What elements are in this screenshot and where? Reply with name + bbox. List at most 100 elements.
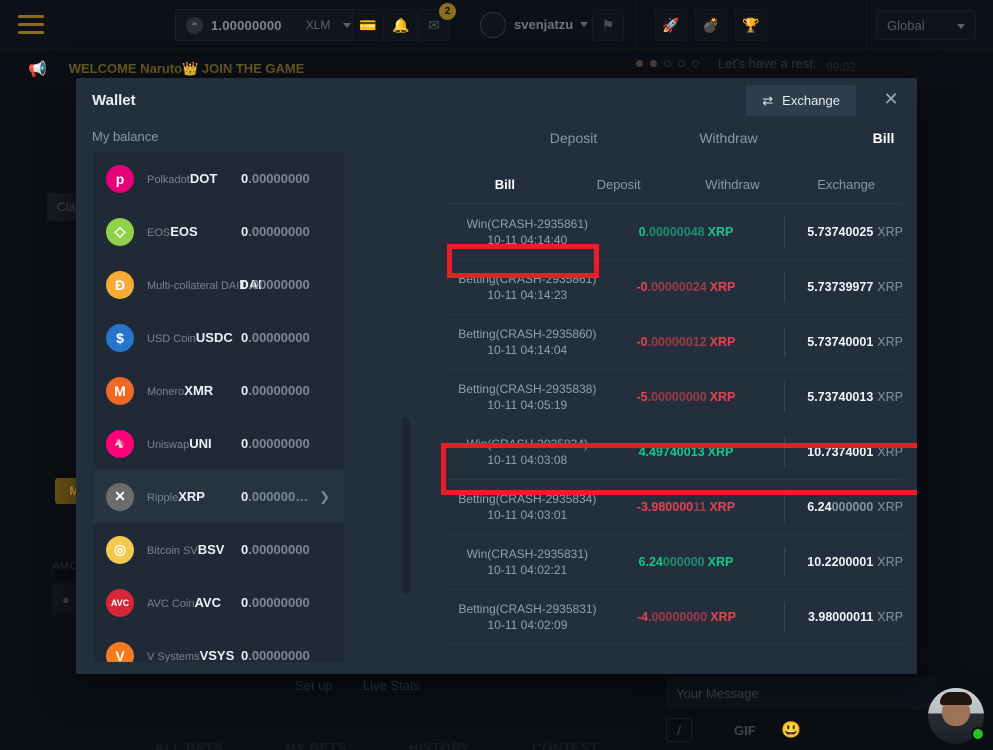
tab-my-bets[interactable]: MY BETS xyxy=(285,740,347,750)
wallet-icon[interactable]: 💳 xyxy=(352,9,384,41)
coin-row-xmr[interactable]: Μ MoneroXMR 0.00000000 xyxy=(94,364,344,417)
hamburger-icon[interactable] xyxy=(18,15,44,34)
coin-amount: 0.00000000 xyxy=(241,648,310,662)
coin-name-block: V SystemsVSYS xyxy=(147,647,239,663)
balance-display[interactable]: ◓ 1.00000000 XLM xyxy=(175,9,363,41)
mail-icon[interactable]: ✉ 2 xyxy=(418,3,456,41)
bill-balance: 5.73740013 XRP xyxy=(807,390,903,404)
sub-tab-bill[interactable]: Bill xyxy=(494,177,515,192)
coin-full-name: AVC Coin xyxy=(147,597,195,610)
main-tab-bill[interactable]: Bill xyxy=(872,130,895,146)
coin-full-name: Uniswap xyxy=(147,438,190,451)
coin-name-block: USD CoinUSDC xyxy=(147,329,239,347)
bill-timestamp: 10-11 04:14:04 xyxy=(487,343,568,357)
divider xyxy=(636,0,637,49)
bsv-coin-icon: ◎ xyxy=(106,535,134,564)
coin-full-name: Monero xyxy=(147,385,185,398)
coin-list-scrollbar[interactable] xyxy=(402,418,410,594)
announcement-text: WELCOME Naruto👑 JOIN THE GAME xyxy=(68,61,305,76)
status-pips: Let's have a rest. xyxy=(636,56,817,71)
coin-symbol: BSV xyxy=(197,541,225,557)
coin-symbol: VSYS xyxy=(199,647,235,663)
sub-tab-deposit[interactable]: Deposit xyxy=(596,177,641,192)
bill-description: Betting(CRASH-2935838) 10-11 04:05:19 xyxy=(448,381,607,413)
setup-tab[interactable]: Set up xyxy=(295,678,333,693)
chat-message-input[interactable]: Your Message xyxy=(666,677,936,709)
divider xyxy=(784,217,785,247)
table-row[interactable]: Win(CRASH-2935834) 10-11 04:03:08 4.497400… xyxy=(448,425,903,480)
divider xyxy=(784,602,785,632)
bill-balance: 5.73740025 XRP xyxy=(807,225,903,239)
table-row[interactable]: Betting(CRASH-2935860) 10-11 04:14:04 -0.0… xyxy=(448,315,903,370)
bill-balance: 10.7374001 XRP xyxy=(807,445,903,459)
online-status-dot xyxy=(971,727,985,741)
chevron-down-icon[interactable] xyxy=(343,22,352,28)
bill-description: Betting(CRASH-2935831) 10-11 04:02:09 xyxy=(448,601,607,633)
table-row[interactable]: Betting(CRASH-2935861) 10-11 04:14:23 -0.0… xyxy=(448,260,903,315)
tab-all-bets[interactable]: ALL BETS xyxy=(155,740,224,750)
coin-full-name: Ripple xyxy=(147,491,179,504)
main-tab-withdraw[interactable]: Withdraw xyxy=(699,130,758,146)
coin-row-uni[interactable]: 🦄 UniswapUNI 0.00000000 xyxy=(94,417,344,470)
chevron-down-icon[interactable] xyxy=(580,22,588,27)
trophy-icon[interactable]: 🏆 xyxy=(735,9,767,41)
avc-coin-icon: AVC xyxy=(106,588,134,617)
coin-amount: 0.00000000 xyxy=(241,277,310,292)
uni-coin-icon: 🦄 xyxy=(106,429,134,458)
username-label[interactable]: svenjatzu xyxy=(514,17,574,32)
coin-row-dot[interactable]: р PolkadotDOT 0.00000000 xyxy=(94,152,344,205)
coin-row-eos[interactable]: ◇ EOSEOS 0.00000000 xyxy=(94,205,344,258)
table-row[interactable]: Win(CRASH-2935861) 10-11 04:14:40 0.000000… xyxy=(448,205,903,260)
table-row[interactable]: Betting(CRASH-2935838) 10-11 04:05:19 -5.0… xyxy=(448,370,903,425)
slash-command-button[interactable]: / xyxy=(666,718,692,742)
coin-balance-list[interactable]: р PolkadotDOT 0.00000000 ◇ EOSEOS 0.00000000 Đ… xyxy=(94,152,344,662)
bill-amount: -5.00000000 XRP xyxy=(636,390,736,404)
bill-title: Betting(CRASH-2935834) xyxy=(458,492,597,506)
bill-transaction-list: Win(CRASH-2935861) 10-11 04:14:40 0.000000… xyxy=(448,205,903,674)
gif-button[interactable]: GIF xyxy=(734,723,756,738)
coin-amount: 0.000000… xyxy=(241,489,309,504)
wallet-sub-tabs: Bill Deposit Withdraw Exchange xyxy=(448,166,903,204)
tab-contest[interactable]: CONTEST xyxy=(532,740,599,750)
swap-icon: ⇄ xyxy=(762,92,774,108)
bell-icon[interactable]: 🔔 xyxy=(385,9,417,41)
bill-balance: 5.73740001 XRP xyxy=(807,335,903,349)
table-row[interactable]: Betting(CRASH-2935831) 10-11 04:02:09 -4.0… xyxy=(448,590,903,645)
divider xyxy=(784,547,785,577)
coin-full-name: EOS xyxy=(147,226,171,239)
main-tab-deposit[interactable]: Deposit xyxy=(549,130,598,146)
coin-row-usdc[interactable]: $ USD CoinUSDC 0.00000000 xyxy=(94,311,344,364)
bill-amount: -3.98000011 XRP xyxy=(636,500,736,514)
region-selector[interactable]: Global xyxy=(876,10,976,40)
coin-row-dai[interactable]: Đ Multi-collateral DAIDAI 0.00000000 xyxy=(94,258,344,311)
avatar[interactable] xyxy=(480,12,506,38)
coin-row-xrp[interactable]: ✕ RippleXRP 0.000000… ❯ xyxy=(94,470,344,523)
bill-balance: 6.24000000 XRP xyxy=(807,500,903,514)
smiley-icon[interactable]: 😃 xyxy=(781,722,801,739)
coin-row-avc[interactable]: AVC AVC CoinAVC 0.00000000 xyxy=(94,576,344,629)
coin-symbol: DAI xyxy=(239,276,262,292)
chevron-down-icon[interactable] xyxy=(957,24,965,29)
stellar-coin-icon: ◓ xyxy=(186,16,203,34)
tab-history[interactable]: HISTORY xyxy=(408,740,471,750)
rocket-icon[interactable]: 🚀 xyxy=(655,9,687,41)
sub-tab-withdraw[interactable]: Withdraw xyxy=(705,177,760,192)
sub-tab-exchange[interactable]: Exchange xyxy=(817,177,876,192)
bill-timestamp: 10-11 04:05:19 xyxy=(487,398,568,412)
close-icon[interactable]: ✕ xyxy=(883,89,899,109)
table-row[interactable]: Betting(CRASH-2935834) 10-11 04:03:01 -3.9… xyxy=(448,480,903,535)
coin-symbol: EOS xyxy=(170,223,198,239)
live-stats-tab[interactable]: Live Stats xyxy=(363,678,421,693)
bill-title: Win(CRASH-2935834) xyxy=(466,437,588,451)
coin-full-name: USD Coin xyxy=(147,332,196,345)
coin-row-bsv[interactable]: ◎ Bitcoin SVBSV 0.00000000 xyxy=(94,523,344,576)
table-row[interactable]: Win(CRASH-2935831) 10-11 04:02:21 6.240000… xyxy=(448,535,903,590)
coin-symbol: XRP xyxy=(178,488,205,504)
status-pip xyxy=(692,60,699,67)
exchange-button[interactable]: ⇄ Exchange xyxy=(746,85,856,116)
flag-icon[interactable]: ⚑ xyxy=(592,9,624,41)
bomb-icon[interactable]: 💣 xyxy=(695,9,727,41)
chevron-right-icon[interactable]: ❯ xyxy=(319,488,330,504)
